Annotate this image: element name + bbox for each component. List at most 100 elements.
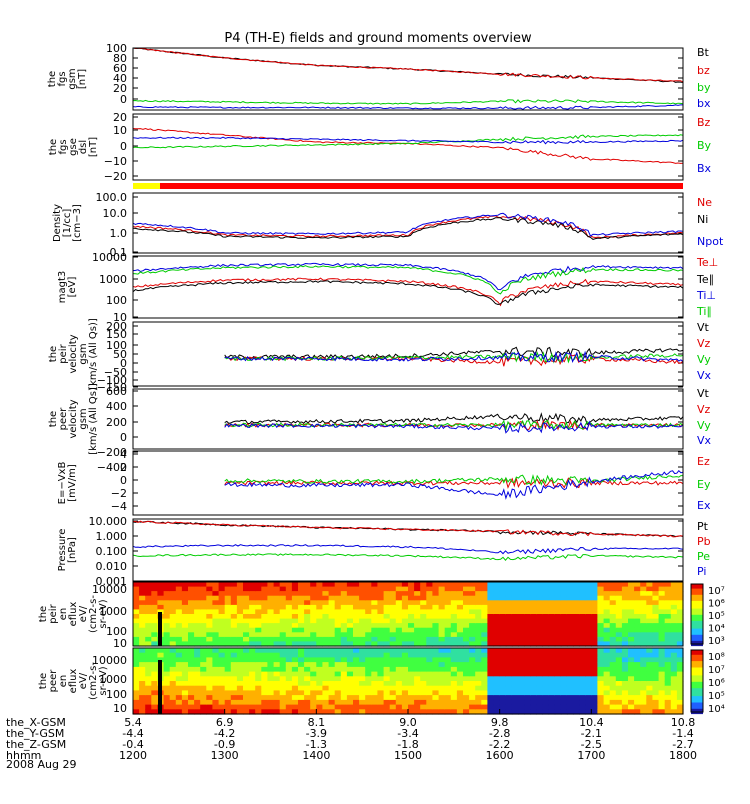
spectrogram-cell [420,586,427,592]
colorbar-swatch [691,613,703,616]
spectrogram-cell [175,685,183,691]
spectrogram-cell [566,641,574,647]
spectrogram-cell [206,671,213,677]
spectrogram-cell [493,632,501,638]
spectrogram-cell [591,618,598,624]
spectrogram-cell [579,632,586,638]
spectrogram-cell [591,641,598,647]
spectrogram-cell [230,699,238,706]
spectrogram-cell [169,627,177,633]
y-tick-label: 150 [106,328,127,341]
spectrogram-cell [304,695,311,701]
spectrogram-cell [664,709,672,715]
spectrogram-cell [353,676,360,682]
spectrogram-cell [536,699,543,706]
spectrogram-cell [542,690,550,696]
spectrogram-cell [438,609,446,615]
colorbar-tick-label: 10⁶ [708,599,725,610]
spectrogram-cell [664,595,672,601]
spectrogram-cell [255,641,262,647]
spectrogram-cell [481,582,488,588]
spectrogram-cell [359,709,366,715]
spectrogram-cell [267,632,275,638]
spectrogram-cell [181,652,189,658]
spectrogram-cell [518,648,525,654]
spectrogram-cell [676,657,684,663]
spectrogram-cell [511,685,519,691]
panel-9-ylabel: en [58,608,69,621]
spectrogram-cell [249,600,256,606]
spectrogram-cell [475,666,482,673]
spectrogram-cell [340,657,348,663]
spectrogram-cell [273,666,281,673]
spectrogram-cell [310,600,317,606]
spectrogram-cell [664,662,672,668]
legend-Bz: Bz [697,116,711,129]
spectrogram-cell [188,586,195,592]
spectrogram-cell [481,652,488,658]
spectrogram-cell [206,676,213,682]
spectrogram-cell [456,685,464,691]
spectrogram-cell [261,591,268,597]
spectrogram-cell [200,709,207,715]
spectrogram-cell [487,652,495,658]
spectrogram-cell [597,676,605,682]
panel-frame [132,113,684,181]
panel-1-ylabel: the [47,71,58,87]
spectrogram-cell [304,586,311,592]
spectrogram-cell [340,595,348,601]
spectrogram-cell [304,582,311,588]
spectrogram-cell [414,648,421,654]
spectrogram-cell [188,627,195,633]
spectrogram-cell [536,657,543,663]
panel-frame [132,255,684,319]
spectrogram-cell [518,676,525,682]
spectrogram-cell [365,657,372,663]
spectrogram-cell [133,600,140,606]
spectrogram-cell [652,609,660,615]
spectrogram-cell [573,690,580,696]
spectrogram-cell [438,591,446,597]
colorbar-tick-label: 10⁵ [708,611,725,622]
spectrogram-cell [456,666,464,673]
spectrogram-cell [505,690,513,696]
spectrogram-cell [371,676,378,682]
spectrogram-cell [310,685,317,691]
spectrogram-cell [151,648,158,654]
spectrogram-cell [536,591,543,597]
spectrogram-cell [573,695,580,701]
spectrogram-cell [255,614,262,620]
legend-Bx: Bx [697,162,712,175]
spectrogram-cell [371,609,378,615]
spectrogram-cell [463,666,470,673]
spectrogram-cell [169,695,177,701]
spectrogram-cell [585,586,592,592]
spectrogram-cell [230,676,238,682]
spectrogram-cell [346,648,354,654]
spectrogram-cell [151,671,158,677]
series-Vx [224,350,683,364]
spectrogram-cell [634,627,641,633]
spectrogram-cell [560,641,568,647]
spectrogram-cell [298,641,305,647]
colorbar-swatch [691,627,703,630]
spectrogram-cell [334,604,342,611]
spectrogram-cell [395,604,403,611]
spectrogram-cell [573,652,580,658]
spectrogram-cell [285,662,293,668]
spectrogram-cell [194,681,201,687]
spectrogram-cell [169,582,177,588]
spectrogram-cell [359,671,366,677]
colorbar-swatch [691,680,703,683]
spectrogram-cell [444,671,452,677]
spectrogram-cell [542,632,550,638]
spectrogram-cell [499,676,507,682]
spectrogram-cell [609,609,617,615]
spectrogram-cell [658,636,666,643]
spectrogram-cell [334,636,342,643]
spectrogram-cell [353,618,360,624]
spectrogram-cell [145,666,152,673]
spectrogram-cell [499,632,507,638]
spectrogram-cell [346,595,354,601]
spectrogram-cell [261,666,268,673]
